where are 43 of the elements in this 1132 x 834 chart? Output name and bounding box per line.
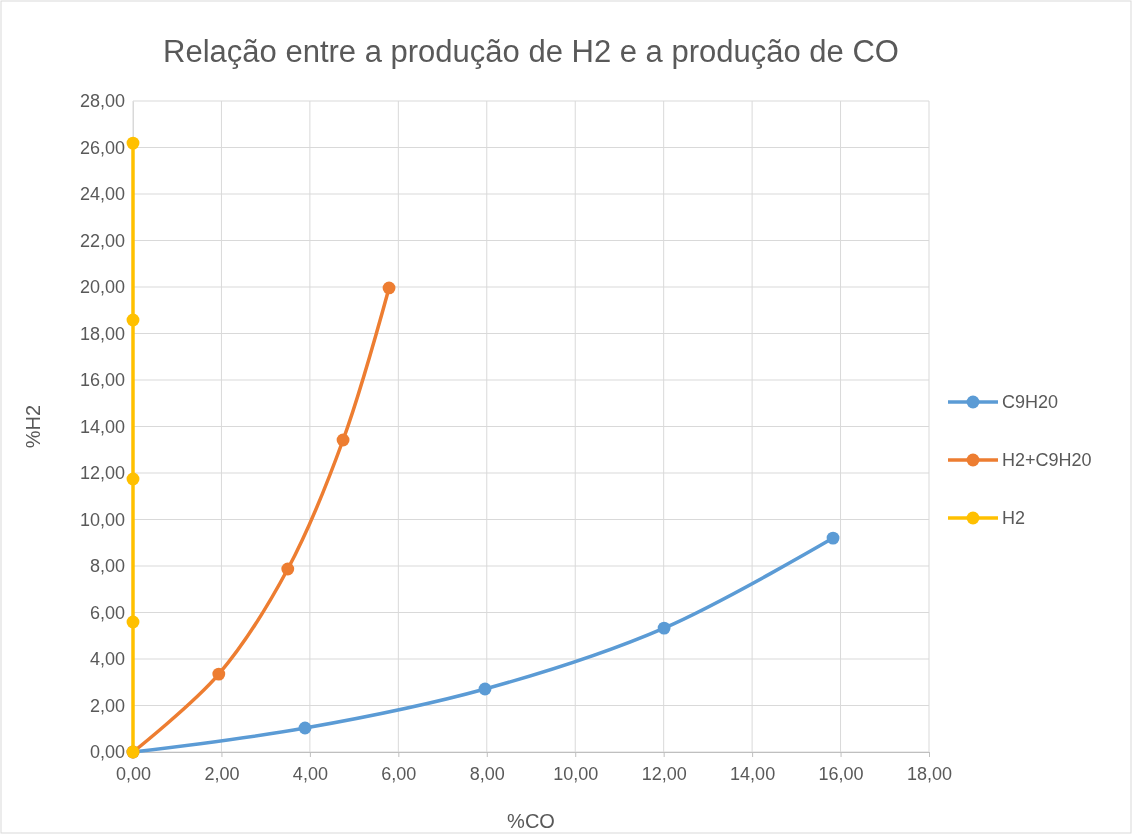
- y-tick-label: 6,00: [89, 602, 125, 623]
- y-tick-label: 28,00: [79, 91, 125, 112]
- legend-label: C9H20: [1002, 392, 1059, 412]
- point: [298, 721, 312, 735]
- x-tick-label: 8,00: [469, 763, 505, 784]
- x-tick-label: 2,00: [204, 763, 240, 784]
- point: [126, 313, 140, 327]
- y-axis-title: %H2: [22, 404, 44, 449]
- legend-label: H2: [1002, 508, 1026, 528]
- y-tick-label: 24,00: [79, 184, 125, 205]
- x-tick-label: 6,00: [381, 763, 417, 784]
- y-tick-label: 14,00: [79, 416, 125, 437]
- y-tick-label: 0,00: [89, 742, 125, 763]
- point: [126, 136, 140, 150]
- point: [281, 562, 295, 576]
- y-tick-label: 8,00: [89, 556, 125, 577]
- point: [382, 281, 396, 295]
- x-axis-title: %CO: [507, 810, 555, 832]
- x-tick-label: 10,00: [553, 763, 599, 784]
- x-tick-label: 12,00: [641, 763, 687, 784]
- y-tick-label: 12,00: [79, 463, 125, 484]
- y-tick-label: 2,00: [89, 695, 125, 716]
- y-tick-label: 18,00: [79, 323, 125, 344]
- y-tick-label: 16,00: [79, 370, 125, 391]
- point: [336, 433, 350, 447]
- point: [126, 472, 140, 486]
- y-tick-label: 22,00: [79, 230, 125, 251]
- y-tick-label: 10,00: [79, 509, 125, 530]
- point: [126, 615, 140, 629]
- y-tick-label: 4,00: [89, 649, 125, 670]
- chart-title: Relação entre a produção de H2 e a produção de CO: [163, 34, 899, 69]
- point: [826, 531, 840, 545]
- x-tick-label: 0,00: [115, 763, 152, 784]
- x-tick-label: 16,00: [818, 763, 864, 784]
- point: [478, 682, 492, 696]
- y-tick-label: 26,00: [79, 137, 125, 158]
- point: [212, 667, 226, 681]
- x-tick-label: 4,00: [292, 763, 328, 784]
- x-tick-label: 14,00: [730, 763, 776, 784]
- x-tick-label: 18,00: [906, 763, 953, 784]
- y-tick-label: 20,00: [79, 277, 125, 298]
- point: [657, 621, 671, 635]
- legend-label: H2+C9H20: [1002, 450, 1092, 470]
